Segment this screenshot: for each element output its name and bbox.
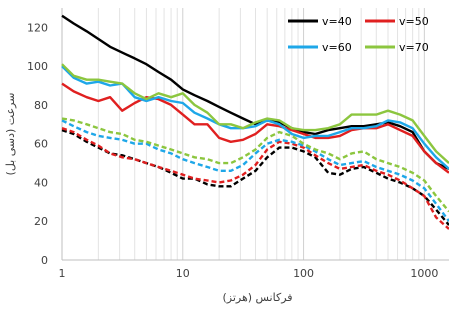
y-tick-label: 60	[34, 138, 48, 151]
legend-label-3: v=60	[322, 41, 352, 54]
legend: v=40 v=50 v=60 v=70	[288, 15, 429, 54]
series-line-7	[61, 119, 449, 222]
x-axis-title: فرکانس (هرتز)	[222, 291, 292, 304]
series-line-4	[61, 63, 449, 164]
x-tick-label: 1000	[410, 267, 438, 280]
y-tick-label: 80	[34, 99, 48, 112]
x-tick-label: 10	[176, 267, 190, 280]
series-line-5	[61, 128, 449, 226]
series-line-2	[61, 82, 449, 174]
y-tick-label: 20	[34, 215, 48, 228]
x-tick-label: 1	[59, 267, 66, 280]
series-line-8	[61, 117, 449, 213]
series-line-6	[61, 127, 449, 230]
y-tick-label: 0	[41, 254, 48, 267]
y-tick-label: 100	[27, 60, 48, 73]
y-tick-label: 120	[27, 21, 48, 34]
legend-label-4: v=70	[399, 41, 429, 54]
series-layer	[61, 14, 449, 230]
legend-label-1: v=40	[322, 15, 352, 28]
x-tick-label: 100	[293, 267, 314, 280]
legend-label-2: v=50	[399, 15, 429, 28]
y-axis-title: سرعت (دسی بل)	[4, 93, 17, 176]
y-tick-label: 40	[34, 176, 48, 189]
